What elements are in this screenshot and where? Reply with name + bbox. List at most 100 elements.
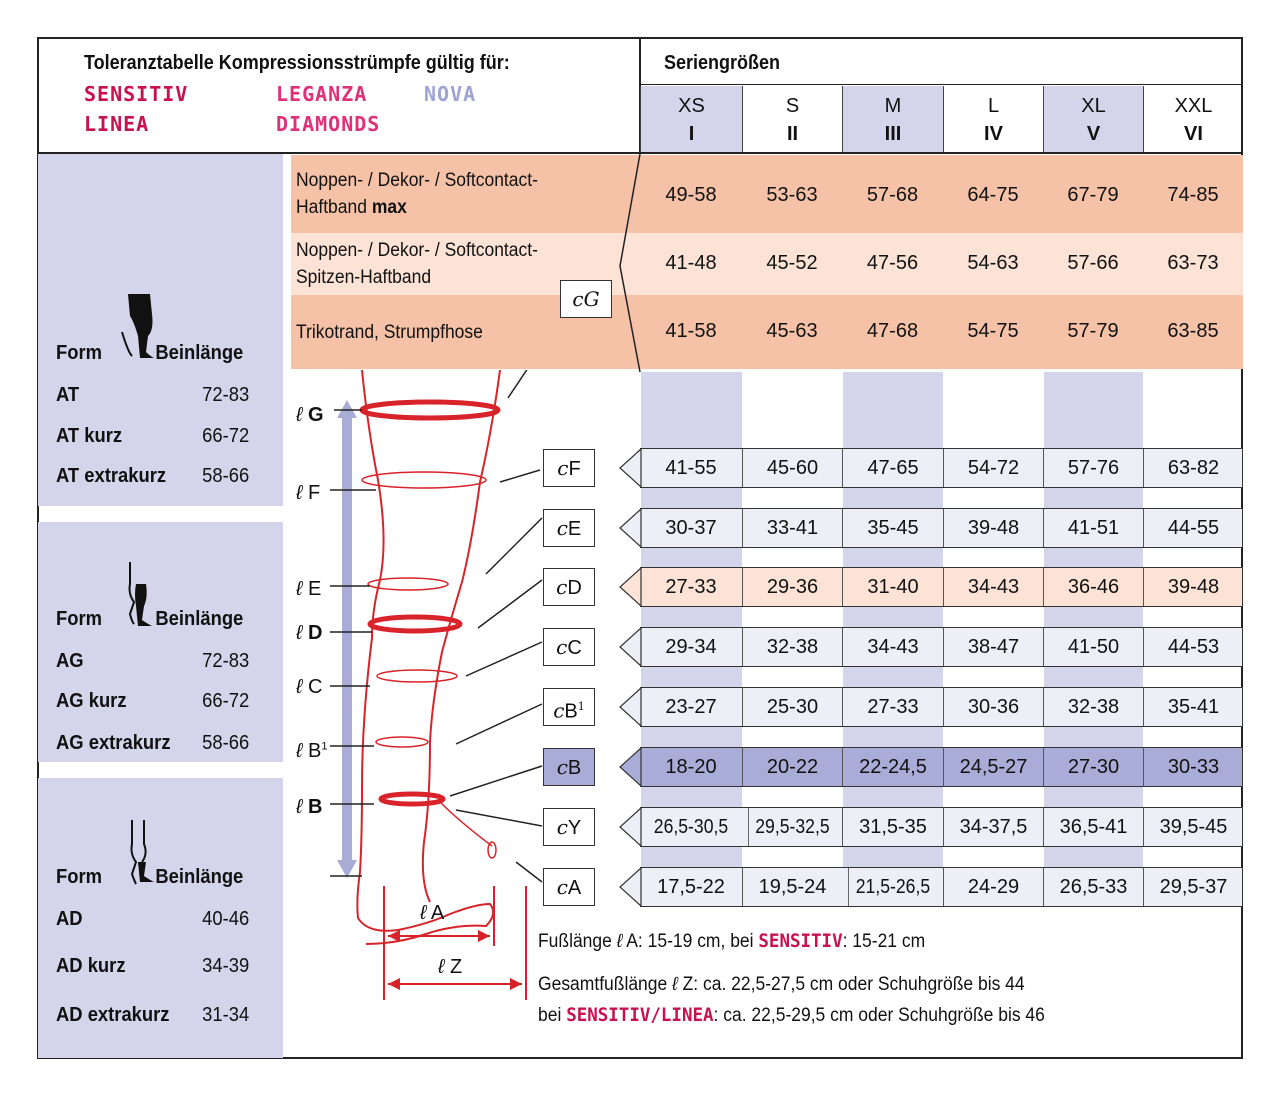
row-arrow-icon xyxy=(619,627,642,667)
band-value: 53-63 xyxy=(766,184,818,206)
len-symbol: ℓ xyxy=(296,622,303,644)
measure-value: 19,5-24 xyxy=(742,868,842,906)
leg-diagram xyxy=(330,370,543,1000)
measure-value: 27-33 xyxy=(842,688,943,726)
size-roman: II xyxy=(786,123,799,145)
measure-value: 26,5-33 xyxy=(1043,868,1143,906)
form-panel-ad xyxy=(38,778,283,1058)
size-code: XS xyxy=(678,95,705,117)
band-value: 63-85 xyxy=(1167,320,1219,342)
len-symbol: ℓ xyxy=(616,931,623,952)
size-roman: VI xyxy=(1184,123,1203,145)
band-value: 67-79 xyxy=(1067,184,1119,206)
circ-key: B xyxy=(567,757,582,779)
circ-key: A xyxy=(567,877,582,899)
circ-box-b1: cB1 xyxy=(543,688,595,726)
measure-value: 45-60 xyxy=(742,449,842,487)
circ-box-c: cC xyxy=(543,628,595,666)
length-label: Beinlänge xyxy=(155,342,244,364)
form-code: AD extrakurz xyxy=(56,1004,170,1026)
size-header-s: S II xyxy=(742,86,842,152)
band-label-text: Haftband xyxy=(296,197,372,218)
band-value: 41-48 xyxy=(665,252,717,274)
band-bracket xyxy=(619,153,641,373)
leg-key: B xyxy=(302,796,323,818)
circ-symbol: c xyxy=(553,698,565,723)
circ-symbol: c xyxy=(556,575,568,599)
band-value: 57-68 xyxy=(866,184,919,206)
measure-value: 20-22 xyxy=(742,748,842,786)
band-max-right xyxy=(640,155,1243,233)
measure-value: 36-46 xyxy=(1043,568,1143,606)
band-spitzen-right xyxy=(640,233,1243,295)
note-total-sensitiv: bei SENSITIV/LINEA: ca. 22,5-29,5 cm ode… xyxy=(538,1004,1045,1027)
form-length: 72-83 xyxy=(202,650,250,672)
form-header: Form Beinlänge xyxy=(56,608,249,631)
measure-value: 27-30 xyxy=(1043,748,1143,786)
brand-linea: LINEA xyxy=(84,112,150,136)
brand-leganza: LEGANZA xyxy=(276,82,368,106)
size-header-xxl: XXL VI xyxy=(1143,86,1243,152)
measure-value: 44-55 xyxy=(1143,509,1243,547)
form-panel-ag xyxy=(38,522,283,762)
leg-label-f: ℓ F xyxy=(296,482,320,505)
foot-label-a: ℓ A xyxy=(420,902,444,925)
circ-box-g: cG xyxy=(560,280,612,318)
len-symbol: ℓ xyxy=(672,974,678,995)
leg-icon-ad xyxy=(130,820,154,885)
band-value: 49-58 xyxy=(665,184,717,206)
measure-value: 34-43 xyxy=(943,568,1043,606)
note-total-brand: SENSITIV/LINEA xyxy=(566,1004,714,1026)
circ-symbol: c xyxy=(556,875,568,899)
form-length: 66-72 xyxy=(202,690,250,712)
band-value: 41-58 xyxy=(665,320,717,342)
form-row: AD kurz 34-39 xyxy=(56,955,249,978)
measure-value: 17,5-22 xyxy=(657,876,725,898)
row-arrow-icon xyxy=(619,567,642,607)
table-title: Toleranztabelle Kompressionsstrümpfe gül… xyxy=(84,52,510,74)
leg-key: C xyxy=(302,676,323,698)
form-length: 58-66 xyxy=(202,732,250,754)
measure-value: 63-82 xyxy=(1143,449,1243,487)
band-label-line2: Haftband max xyxy=(296,194,538,221)
brand-nova: NOVA xyxy=(424,82,477,106)
len-symbol: ℓ xyxy=(296,482,303,504)
form-row: AD extrakurz 31-34 xyxy=(56,1004,249,1027)
circ-box-f: cF xyxy=(543,449,595,487)
form-length: 40-46 xyxy=(202,908,250,930)
series-title: Seriengrößen xyxy=(664,52,781,74)
measure-row-b: 18-20 20-22 22-24,5 24,5-27 27-30 30-33 xyxy=(640,747,1243,787)
form-row: AG 72-83 xyxy=(56,650,249,673)
measure-value: 22-24,5 xyxy=(842,748,943,786)
len-symbol: ℓ xyxy=(296,578,303,600)
leg-sup: 1 xyxy=(321,740,328,753)
circ-key: Y xyxy=(567,817,582,839)
circ-box-d: cD xyxy=(543,568,595,606)
measure-row-f: 41-55 45-60 47-65 54-72 57-76 63-82 xyxy=(640,448,1243,488)
measure-value: 30-36 xyxy=(943,688,1043,726)
measure-value: 32-38 xyxy=(742,628,842,666)
measure-value: 39,5-45 xyxy=(1143,808,1243,846)
form-header: Form Beinlänge xyxy=(56,342,249,365)
measure-value: 57-76 xyxy=(1043,449,1143,487)
band-label: Trikotrand, Strumpfhose xyxy=(296,319,483,346)
form-label: Form xyxy=(56,866,102,888)
measure-value: 31-40 xyxy=(842,568,943,606)
measure-value: 33-41 xyxy=(742,509,842,547)
measure-value: 18-20 xyxy=(665,756,717,778)
row-arrow-icon xyxy=(619,508,642,548)
form-length: 66-72 xyxy=(202,425,250,447)
circ-key: D xyxy=(567,577,582,599)
band-value: 57-79 xyxy=(1067,320,1119,342)
len-symbol: ℓ xyxy=(438,956,445,978)
row-arrow-icon xyxy=(619,687,642,727)
band-label-line1: Trikotrand, Strumpfhose xyxy=(296,321,483,343)
measure-value: 39-48 xyxy=(943,509,1043,547)
band-max-left xyxy=(291,155,640,233)
note-total-suffix: : ca. 22,5-29,5 cm oder Schuhgröße bis 4… xyxy=(713,1005,1045,1026)
header-divider xyxy=(37,152,1243,154)
len-symbol: ℓ xyxy=(420,902,427,924)
leg-label-c: ℓ C xyxy=(296,676,322,699)
note-total-prefix: Gesamtfußlänge xyxy=(538,974,673,995)
measure-value: 34-37,5 xyxy=(943,808,1043,846)
